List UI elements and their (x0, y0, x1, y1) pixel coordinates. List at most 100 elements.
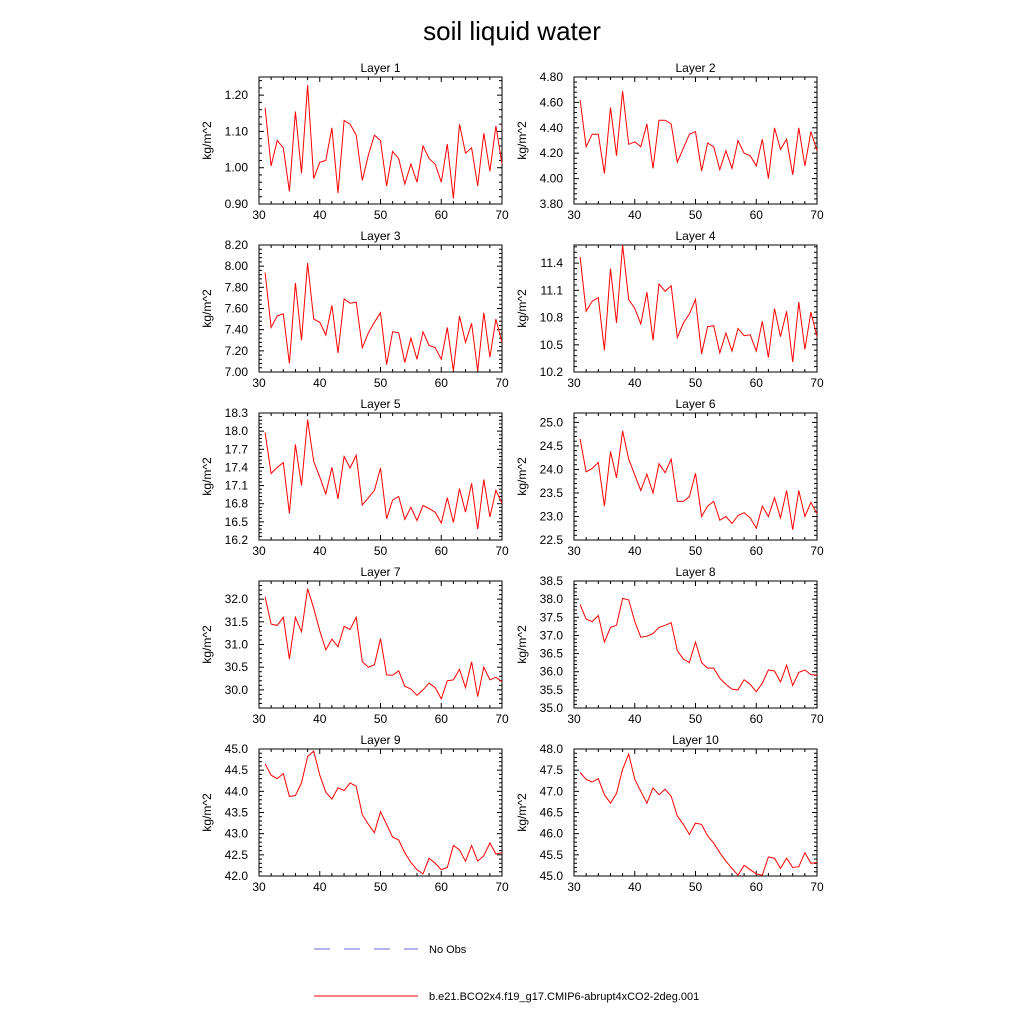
y-tick-label: 24.5 (540, 439, 564, 453)
panel-layer-2: Layer 2 kg/m^2 30 40 50 60 70 3.80 4.00 4.20 4.40 4… (515, 61, 824, 222)
series-line-layer-7 (264, 588, 503, 701)
plot-frame (573, 748, 818, 877)
y-tick-label: 10.2 (540, 365, 564, 379)
y-tick-label: 8.00 (225, 259, 249, 273)
y-axis-label: kg/m^2 (200, 121, 214, 160)
y-tick-label: 11.1 (541, 283, 564, 297)
y-tick-label: 3.80 (540, 197, 564, 211)
series-line-layer-3 (264, 262, 503, 371)
y-tick-label: 36.5 (540, 647, 564, 661)
x-tick-label: 50 (689, 376, 703, 390)
y-tick-label: 16.5 (225, 515, 249, 529)
x-tick-label: 30 (252, 208, 266, 222)
series-line-layer-6 (579, 430, 818, 530)
x-tick-label: 70 (810, 544, 824, 558)
y-axis-label: kg/m^2 (200, 793, 214, 832)
y-tick-label: 17.4 (225, 460, 249, 474)
x-tick-label: 40 (313, 712, 327, 726)
panel-title: Layer 5 (360, 397, 400, 411)
x-tick-label: 30 (252, 880, 266, 894)
x-tick-label: 30 (567, 712, 581, 726)
x-tick-label: 40 (313, 208, 327, 222)
series-line-layer-8 (579, 597, 818, 693)
y-tick-label: 7.80 (225, 280, 249, 294)
plot-frame (573, 76, 818, 205)
series-line-layer-2 (579, 90, 818, 179)
plot-frame (573, 244, 818, 373)
y-tick-label: 1.10 (225, 124, 249, 138)
x-tick-label: 50 (689, 880, 703, 894)
y-tick-label: 35.5 (540, 683, 564, 697)
x-tick-label: 50 (374, 544, 388, 558)
y-axis-label: kg/m^2 (515, 289, 529, 328)
y-tick-label: 32.0 (225, 592, 249, 606)
x-tick-label: 70 (495, 544, 509, 558)
series-line-layer-9 (264, 750, 503, 875)
legend-obs-label: No Obs (429, 944, 467, 956)
y-tick-label: 38.5 (540, 574, 564, 588)
figure-title: soil liquid water (423, 16, 601, 46)
x-tick-label: 70 (495, 376, 509, 390)
y-tick-label: 17.1 (225, 479, 249, 493)
y-tick-label: 22.5 (540, 533, 564, 547)
x-tick-label: 70 (495, 208, 509, 222)
y-tick-label: 31.0 (225, 638, 249, 652)
y-tick-label: 36.0 (540, 665, 564, 679)
x-tick-label: 40 (628, 376, 642, 390)
y-tick-label: 18.3 (225, 406, 249, 420)
y-tick-label: 7.20 (225, 344, 249, 358)
x-tick-label: 60 (750, 712, 764, 726)
y-tick-label: 43.5 (225, 806, 249, 820)
y-tick-label: 7.60 (225, 302, 249, 316)
series-line-layer-10 (579, 752, 818, 877)
panel-title: Layer 1 (360, 61, 400, 75)
x-tick-label: 40 (313, 376, 327, 390)
x-tick-label: 40 (628, 208, 642, 222)
y-tick-label: 23.0 (540, 509, 564, 523)
panels: Layer 1kg/m^230 40 50 60 700.901.001.101.20L… (200, 61, 824, 894)
y-tick-label: 46.0 (540, 827, 564, 841)
panel-title: Layer 9 (360, 733, 400, 747)
plot-frame (258, 244, 503, 373)
y-axis-label: kg/m^2 (515, 793, 529, 832)
x-tick-label: 50 (689, 712, 703, 726)
y-axis-label: kg/m^2 (515, 121, 529, 160)
y-tick-label: 10.8 (540, 311, 564, 325)
y-tick-label: 31.5 (225, 615, 249, 629)
x-tick-label: 60 (750, 376, 764, 390)
panel-layer-3: Layer 3 kg/m^2 30 40 50 60 70 7.00 7.20 7.40 7.60 7… (200, 229, 509, 390)
panel-layer-1: Layer 1 kg/m^2 30 40 50 60 70 0.90 1.00 1.10 1.20 (200, 61, 509, 222)
panel-layer-9: Layer 9 kg/m^2 30 40 50 60 70 42.0 42.5 43.0 43.5 4… (200, 733, 509, 894)
y-tick-label: 0.90 (225, 197, 249, 211)
y-tick-label: 10.5 (540, 338, 564, 352)
x-tick-label: 30 (567, 544, 581, 558)
y-tick-label: 44.0 (225, 784, 249, 798)
x-tick-label: 60 (435, 376, 449, 390)
x-tick-label: 50 (374, 712, 388, 726)
y-tick-label: 48.0 (540, 742, 564, 756)
x-tick-label: 50 (374, 880, 388, 894)
x-tick-label: 50 (689, 544, 703, 558)
y-tick-label: 4.40 (540, 121, 564, 135)
y-tick-label: 37.0 (540, 628, 564, 642)
y-tick-label: 16.2 (225, 533, 249, 547)
x-tick-label: 60 (750, 544, 764, 558)
y-tick-label: 47.5 (540, 763, 564, 777)
y-tick-label: 17.7 (225, 442, 249, 456)
x-tick-label: 60 (750, 208, 764, 222)
panel-layer-8: Layer 8 kg/m^2 30 40 50 60 70 35.0 35.5 36.0 36.5 3… (515, 565, 824, 726)
panel-title: Layer 4 (675, 229, 715, 243)
panel-layer-5: Layer 5 kg/m^2 30 40 50 60 70 16.2 16.5 16.8 17.1 1… (200, 397, 509, 558)
panel-layer-7: Layer 7 kg/m^2 30 40 50 60 70 30.0 30.5 31.0 31.5 3… (200, 565, 509, 726)
y-tick-label: 23.5 (540, 486, 564, 500)
x-tick-label: 60 (750, 880, 764, 894)
panel-title: Layer 8 (675, 565, 715, 579)
y-tick-label: 4.60 (540, 95, 564, 109)
y-tick-label: 44.5 (225, 763, 249, 777)
y-tick-label: 24.0 (540, 462, 564, 476)
x-tick-label: 40 (628, 712, 642, 726)
panel-layer-4: Layer 4 kg/m^2 30 40 50 60 70 10.2 10.5 10.8 11.1 1… (515, 229, 824, 390)
y-tick-label: 4.80 (540, 70, 564, 84)
y-tick-label: 35.0 (540, 701, 564, 715)
